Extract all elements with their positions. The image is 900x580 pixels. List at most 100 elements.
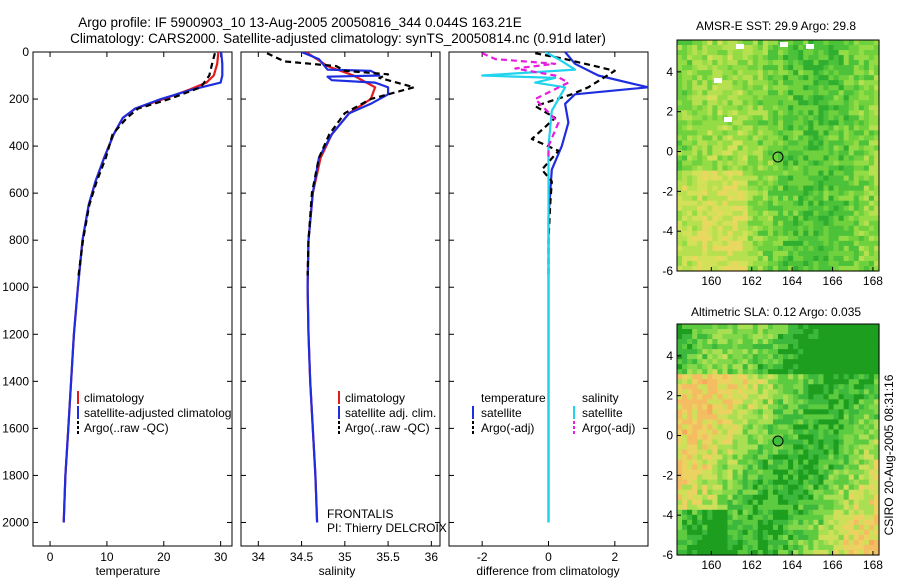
heatmap-cell xyxy=(853,509,860,516)
heatmap-cell xyxy=(803,349,809,355)
heatmap-cell xyxy=(828,464,835,471)
heatmap-cell xyxy=(858,449,865,456)
heatmap-cell xyxy=(793,65,799,71)
heatmap-cell xyxy=(853,230,860,237)
map-x-tick-label: 168 xyxy=(863,274,883,288)
heatmap-cell xyxy=(798,359,804,365)
heatmap-cell xyxy=(868,529,875,536)
heatmap-cell xyxy=(863,394,870,400)
heatmap-cell xyxy=(798,50,804,56)
heatmap-cell xyxy=(772,80,779,86)
heatmap-cell xyxy=(697,444,703,451)
heatmap-cell xyxy=(717,180,724,187)
heatmap-cell xyxy=(783,255,789,262)
heatmap-cell xyxy=(757,230,764,237)
heatmap-cell xyxy=(803,170,809,177)
heatmap-cell xyxy=(813,444,819,451)
heatmap-cell xyxy=(692,414,698,421)
heatmap-cell xyxy=(677,40,683,46)
heatmap-cell xyxy=(677,245,683,252)
heatmap-cell xyxy=(873,145,880,152)
heatmap-cell xyxy=(747,40,754,46)
heatmap-cell xyxy=(727,414,734,421)
heatmap-cell xyxy=(823,434,830,441)
heatmap-cell xyxy=(793,70,799,76)
heatmap-cell xyxy=(677,534,683,541)
heatmap-cell xyxy=(677,384,683,390)
heatmap-cell xyxy=(697,175,703,182)
heatmap-cell xyxy=(833,424,840,431)
heatmap-cell xyxy=(712,379,718,385)
heatmap-cell xyxy=(692,130,698,137)
heatmap-cell xyxy=(838,85,845,91)
heatmap-cell xyxy=(737,80,744,86)
heatmap-cell xyxy=(737,484,744,491)
heatmap-cell xyxy=(687,409,693,415)
heatmap-cell xyxy=(788,434,794,441)
heatmap-cell xyxy=(793,40,799,46)
heatmap-cell xyxy=(702,334,708,340)
heatmap-cell xyxy=(747,175,754,182)
heatmap-cell xyxy=(818,195,825,202)
heatmap-cell xyxy=(813,489,819,496)
heatmap-cell xyxy=(707,80,713,86)
heatmap-cell xyxy=(762,85,769,91)
heatmap-cell xyxy=(843,419,850,426)
heatmap-cell xyxy=(772,529,779,536)
heatmap-cell xyxy=(873,374,880,380)
heatmap-cell xyxy=(752,534,759,541)
heatmap-cell xyxy=(778,200,784,207)
heatmap-cell xyxy=(813,250,819,257)
heatmap-cell xyxy=(732,329,739,335)
heatmap-cell xyxy=(682,125,688,131)
heatmap-cell xyxy=(808,230,814,237)
heatmap-cell xyxy=(838,524,845,531)
x-tick-label: 2 xyxy=(611,550,618,564)
heatmap-cell xyxy=(752,80,759,86)
missing-data-cell xyxy=(714,78,722,83)
heatmap-cell xyxy=(712,245,718,252)
heatmap-cell xyxy=(682,225,688,232)
heatmap-cell xyxy=(692,100,698,106)
heatmap-cell xyxy=(682,145,688,152)
heatmap-cell xyxy=(687,504,693,511)
heatmap-cell xyxy=(727,185,734,192)
heatmap-cell xyxy=(808,429,814,436)
heatmap-cell xyxy=(828,514,835,521)
heatmap-cell xyxy=(762,539,769,546)
heatmap-cell xyxy=(697,245,703,252)
heatmap-cell xyxy=(813,95,819,101)
heatmap-cell xyxy=(692,215,698,222)
heatmap-cell xyxy=(788,359,794,365)
heatmap-cell xyxy=(757,349,764,355)
heatmap-cell xyxy=(803,419,809,426)
heatmap-cell xyxy=(838,509,845,516)
heatmap-cell xyxy=(712,40,718,46)
heatmap-cell xyxy=(707,65,713,71)
heatmap-cell xyxy=(722,65,729,71)
heatmap-cell xyxy=(843,235,850,242)
heatmap-cell xyxy=(808,344,814,350)
heatmap-cell xyxy=(818,504,825,511)
heatmap-cell xyxy=(762,499,769,506)
heatmap-cell xyxy=(788,419,794,426)
heatmap-cell xyxy=(853,484,860,491)
heatmap-cell xyxy=(677,489,683,496)
heatmap-cell xyxy=(677,95,683,101)
heatmap-cell xyxy=(732,434,739,441)
heatmap-cell xyxy=(707,454,713,461)
heatmap-cell xyxy=(732,130,739,137)
side-stamp: CSIRO 20-Aug-2005 08:31:16 xyxy=(882,374,896,535)
heatmap-cell xyxy=(788,60,794,66)
heatmap-cell xyxy=(848,414,855,421)
heatmap-cell xyxy=(712,339,718,345)
heatmap-cell xyxy=(813,479,819,486)
heatmap-cell xyxy=(803,215,809,222)
heatmap-cell xyxy=(682,399,688,405)
heatmap-cell xyxy=(717,434,724,441)
heatmap-cell xyxy=(767,544,774,551)
heatmap-cell xyxy=(848,120,855,126)
heatmap-cell xyxy=(863,190,870,197)
heatmap-cell xyxy=(818,454,825,461)
heatmap-cell xyxy=(778,484,784,491)
